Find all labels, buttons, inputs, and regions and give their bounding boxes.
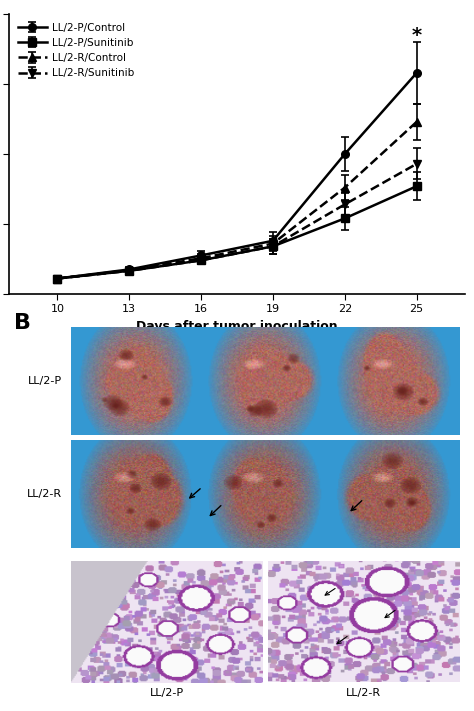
Text: LL/2-P: LL/2-P <box>27 376 62 386</box>
Text: B: B <box>14 313 31 333</box>
Text: LL/2-P: LL/2-P <box>150 688 184 697</box>
Text: LL/2-R: LL/2-R <box>346 688 382 697</box>
Text: LL/2-R: LL/2-R <box>27 489 62 499</box>
X-axis label: Days after tumor inoculation: Days after tumor inoculation <box>136 320 338 333</box>
Text: *: * <box>411 26 422 45</box>
Legend: LL/2-P/Control, LL/2-P/Sunitinib, LL/2-R/Control, LL/2-R/Sunitinib: LL/2-P/Control, LL/2-P/Sunitinib, LL/2-R… <box>15 19 137 81</box>
